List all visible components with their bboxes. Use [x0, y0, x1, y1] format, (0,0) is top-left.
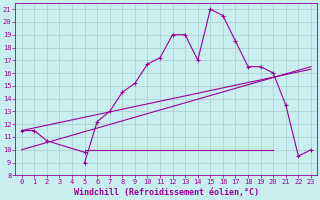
X-axis label: Windchill (Refroidissement éolien,°C): Windchill (Refroidissement éolien,°C) — [74, 188, 259, 197]
